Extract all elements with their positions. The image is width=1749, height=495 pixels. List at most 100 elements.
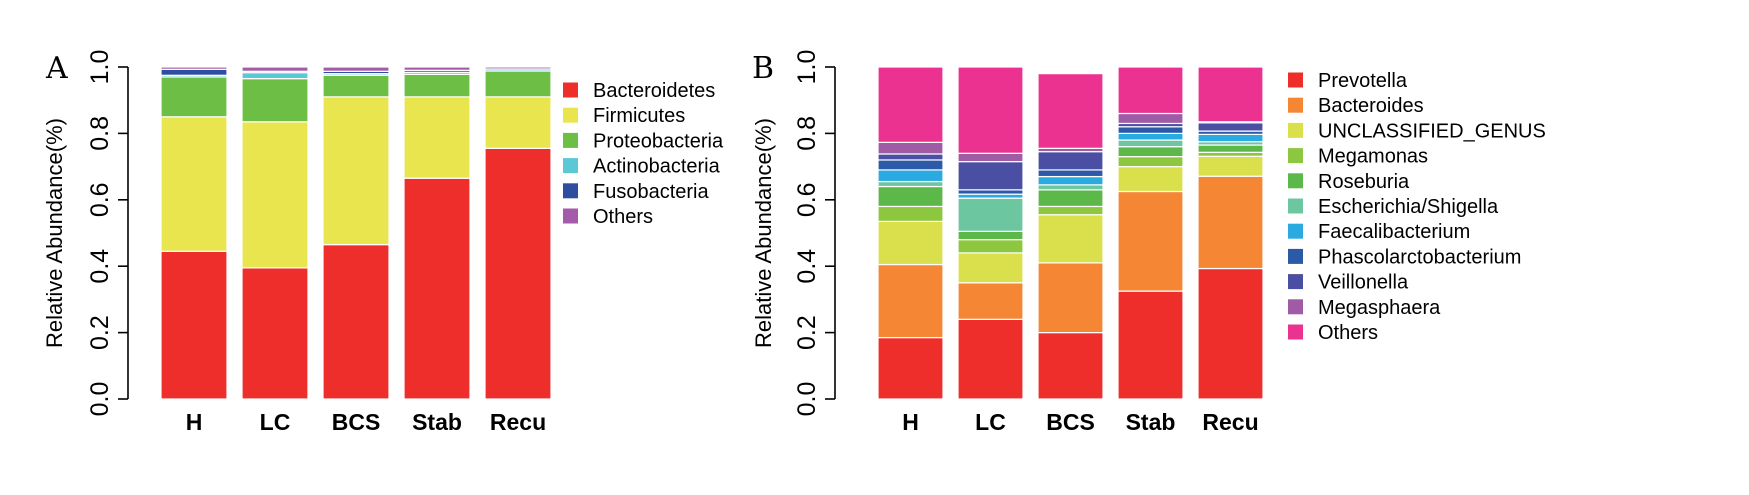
- legend-swatch-phascolarctobacterium: [1288, 248, 1303, 264]
- bar-segment-lc-megasphaera: [957, 152, 1024, 163]
- bar-segment-bcs-unclassified-genus: [1037, 214, 1104, 264]
- bar-segment-lc-veillonella: [957, 161, 1024, 191]
- bar-segment-stab-escherichia-shigella: [1117, 139, 1184, 148]
- bar-segment-h-unclassified-genus: [877, 220, 944, 266]
- legend-swatch-veillonella: [1288, 274, 1303, 290]
- x-tick-label-lc: LC: [260, 409, 291, 435]
- y-tick-label: 0.6: [793, 182, 821, 217]
- legend-label-proteobacteria: Proteobacteria: [593, 130, 724, 152]
- bar-segment-h-veillonella: [877, 153, 944, 161]
- bar-segment-lc-unclassified-genus: [957, 252, 1024, 284]
- legend-label-others: Others: [593, 206, 653, 228]
- legend-swatch-faecalibacterium: [1288, 223, 1303, 239]
- legend-label-bacteroidetes: Bacteroidetes: [593, 80, 715, 102]
- x-tick-label-recu: Recu: [490, 409, 546, 435]
- legend-label-unclassified-genus: UNCLASSIFIED_GENUS: [1318, 120, 1546, 142]
- y-tick-label: 0.0: [86, 382, 114, 417]
- x-tick-label-recu: Recu: [1202, 409, 1258, 435]
- legend-swatch-actinobacteria: [563, 158, 578, 174]
- bar-segment-lc-escherichia-shigella: [957, 197, 1024, 232]
- bar-segment-stab-others: [403, 66, 471, 71]
- legend-label-others: Others: [1318, 322, 1378, 344]
- panel-b-letter: B: [752, 51, 774, 86]
- bar-segment-bcs-escherichia-shigella: [1037, 184, 1104, 191]
- bar-segment-bcs-prevotella: [1037, 332, 1104, 400]
- bar-segment-stab-bacteroides: [1117, 190, 1184, 292]
- bar-segment-lc-phascolarctobacterium: [957, 189, 1024, 195]
- panel-b-bars: [877, 66, 1264, 400]
- legend-swatch-firmicutes: [563, 107, 578, 123]
- bar-segment-recu-unclassified-genus: [1197, 155, 1264, 177]
- legend-swatch-roseburia: [1288, 173, 1303, 189]
- bar-segment-bcs-veillonella: [1037, 151, 1104, 171]
- bar-segment-recu-bacteroides: [1197, 175, 1264, 270]
- y-tick-label: 0.4: [793, 249, 821, 284]
- bar-segment-h-others: [877, 66, 944, 143]
- bar-segment-h-fusobacteria: [160, 68, 228, 76]
- y-tick-label: 0.2: [793, 315, 821, 350]
- bar-segment-h-proteobacteria: [160, 76, 228, 118]
- bar-segment-bcs-proteobacteria: [322, 74, 390, 98]
- y-tick-label: 1.0: [793, 50, 821, 85]
- legend-label-prevotella: Prevotella: [1318, 70, 1408, 92]
- bar-segment-lc-bacteroides: [957, 282, 1024, 320]
- legend-swatch-bacteroides: [1288, 97, 1303, 113]
- bar-segment-stab-phascolarctobacterium: [1117, 126, 1184, 135]
- bar-segment-h-firmicutes: [160, 116, 228, 252]
- bar-segment-bcs-others: [1037, 73, 1104, 149]
- y-tick-label: 0.6: [86, 182, 114, 217]
- legend-swatch-bacteroidetes: [563, 82, 578, 98]
- panel-a: A Relative Abundance(%) 0.0 0.2 0.4 0.6 0.8 1…: [42, 50, 724, 435]
- panel-a-legend: Bacteroidetes Firmicutes Proteobacteria Act…: [563, 80, 724, 228]
- bar-segment-stab-faecalibacterium: [1117, 132, 1184, 141]
- x-tick-label-bcs: BCS: [1046, 409, 1095, 435]
- legend-swatch-prevotella: [1288, 72, 1303, 88]
- legend-swatch-others: [1288, 324, 1303, 340]
- bar-segment-h-prevotella: [877, 336, 944, 400]
- bar-segment-bcs-firmicutes: [322, 96, 390, 246]
- legend-swatch-unclassified-genus: [1288, 122, 1303, 138]
- legend-label-escherichia-shigella: Escherichia/Shigella: [1318, 196, 1499, 218]
- bar-segment-recu-faecalibacterium: [1197, 133, 1264, 143]
- bar-segment-recu-bacteroidetes: [484, 147, 552, 400]
- bar-segment-h-megamonas: [877, 205, 944, 222]
- bar-segment-bcs-faecalibacterium: [1037, 175, 1104, 186]
- panel-a-y-axis: 0.0 0.2 0.4 0.6 0.8 1.0: [86, 50, 129, 417]
- legend-swatch-proteobacteria: [563, 132, 578, 148]
- x-tick-label-h: H: [902, 409, 919, 435]
- bar-segment-lc-bacteroidetes: [241, 267, 309, 400]
- bar-segment-stab-roseburia: [1117, 146, 1184, 158]
- y-tick-label: 0.8: [793, 116, 821, 151]
- panel-a-x-ticks: H LC BCS Stab Recu: [186, 409, 546, 435]
- bar-segment-recu-firmicutes: [484, 96, 552, 149]
- legend-label-actinobacteria: Actinobacteria: [593, 156, 721, 178]
- bar-segment-recu-prevotella: [1197, 267, 1264, 400]
- bar-segment-stab-prevotella: [1117, 290, 1184, 400]
- bar-segment-stab-unclassified-genus: [1117, 166, 1184, 193]
- x-tick-label-bcs: BCS: [332, 409, 381, 435]
- y-tick-label: 0.8: [86, 116, 114, 151]
- panel-a-y-axis-label: Relative Abundance(%): [42, 118, 67, 348]
- bar-segment-lc-proteobacteria: [241, 78, 309, 123]
- bar-segment-h-others: [160, 66, 228, 70]
- bar-segment-lc-actinobacteria: [241, 72, 309, 80]
- bar-segment-lc-firmicutes: [241, 121, 309, 269]
- bar-segment-stab-firmicutes: [403, 96, 471, 179]
- y-tick-label: 1.0: [86, 50, 114, 85]
- panel-b: B Relative Abundance(%) 0.0 0.2 0.4 0.6 0.8 1…: [751, 50, 1546, 435]
- x-tick-label-stab: Stab: [412, 409, 462, 435]
- legend-label-fusobacteria: Fusobacteria: [593, 181, 709, 203]
- bar-segment-h-faecalibacterium: [877, 169, 944, 183]
- y-tick-label: 0.2: [86, 315, 114, 350]
- legend-swatch-fusobacteria: [563, 183, 578, 199]
- legend-label-bacteroides: Bacteroides: [1318, 95, 1424, 117]
- bar-segment-bcs-megamonas: [1037, 205, 1104, 216]
- bar-segment-h-phascolarctobacterium: [877, 159, 944, 171]
- bar-segment-stab-proteobacteria: [403, 73, 471, 98]
- legend-label-veillonella: Veillonella: [1318, 272, 1409, 294]
- legend-label-megasphaera: Megasphaera: [1318, 297, 1441, 319]
- bar-segment-h-bacteroides: [877, 263, 944, 339]
- bar-segment-lc-megamonas: [957, 239, 1024, 254]
- legend-swatch-megasphaera: [1288, 299, 1303, 315]
